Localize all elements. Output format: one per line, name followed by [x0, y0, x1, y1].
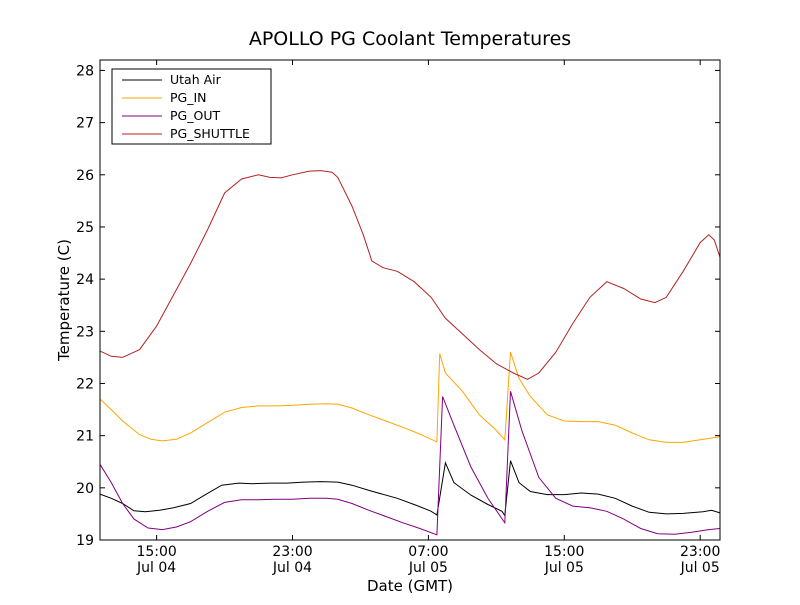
x-tick-label-day: Jul 05: [408, 560, 448, 576]
x-tick-label-time: 23:00: [272, 544, 312, 560]
x-tick-label-day: Jul 05: [680, 560, 720, 576]
x-tick-label-day: Jul 04: [136, 560, 176, 576]
x-tick-label-time: 23:00: [680, 544, 720, 560]
series-layer: [99, 170, 721, 536]
chart-title: APOLLO PG Coolant Temperatures: [249, 28, 571, 50]
x-tick-label-day: Jul 05: [544, 560, 584, 576]
series-line-3: [99, 170, 721, 380]
y-tick-label: 27: [76, 116, 94, 132]
legend-label: Utah Air: [170, 72, 222, 87]
legend-label: PG_SHUTTLE: [170, 126, 250, 141]
x-axis-label: Date (GMT): [367, 577, 453, 595]
series-line-1: [99, 352, 721, 443]
x-tick-label-time: 07:00: [408, 544, 448, 560]
legend-box: [111, 68, 272, 145]
y-tick-label: 22: [76, 376, 94, 392]
x-tick-label-day: Jul 04: [272, 560, 312, 576]
y-tick-label: 24: [76, 272, 94, 288]
y-tick-label: 20: [76, 481, 94, 497]
y-tick-label: 23: [76, 324, 94, 340]
x-tick-label-time: 15:00: [544, 544, 584, 560]
legend: Utah Air PG_IN PG_OUT PG_SHUTTLE: [111, 68, 272, 145]
y-tick-label: 26: [76, 168, 94, 184]
legend-label: PG_IN: [170, 90, 207, 105]
y-tick-label: 28: [76, 63, 94, 79]
y-tick-label: 25: [76, 220, 94, 236]
x-tick-label-time: 15:00: [136, 544, 176, 560]
y-tick-label: 19: [76, 533, 94, 549]
plot-frame: [99, 59, 721, 541]
y-axis: 19 20 21 22 23 24 25 26 27 28: [76, 63, 720, 549]
y-axis-label: Temperature (C): [55, 239, 73, 362]
series-line-0: [99, 460, 721, 517]
y-tick-label: 21: [76, 429, 94, 445]
series-line-2: [99, 391, 721, 536]
legend-label: PG_OUT: [170, 108, 220, 123]
